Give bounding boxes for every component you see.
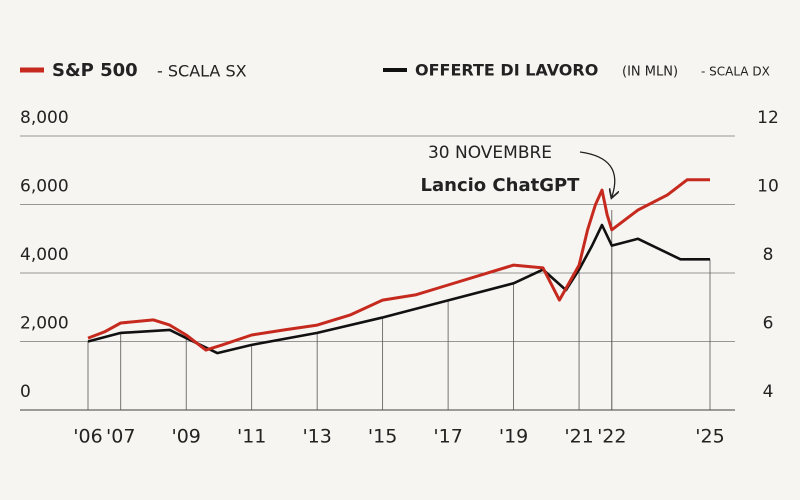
x-tick-label: '25 bbox=[695, 426, 724, 448]
annotation-label: Lancio ChatGPT bbox=[421, 175, 581, 196]
annotation-arrow bbox=[579, 151, 615, 197]
annotation-text: 30 NOVEMBRE bbox=[428, 143, 552, 163]
x-tick-label: '07 bbox=[106, 426, 135, 448]
legend-note: - SCALA DX bbox=[701, 65, 770, 79]
x-tick-label: '06 bbox=[73, 426, 102, 448]
y-tick-label: 8,000 bbox=[20, 108, 69, 128]
x-tick-label: '21 bbox=[564, 426, 593, 448]
y2-tick-label: 8 bbox=[763, 245, 774, 265]
legend-label: OFFERTE DI LAVORO bbox=[415, 61, 598, 80]
x-tick-label: '11 bbox=[237, 426, 266, 448]
x-tick-label: '19 bbox=[499, 426, 528, 448]
x-tick-label: '17 bbox=[433, 426, 462, 448]
y2-tick-label: 4 bbox=[763, 382, 774, 402]
series-line bbox=[87, 178, 710, 352]
x-tick-label: '22 bbox=[597, 426, 626, 448]
y-tick-label: 6,000 bbox=[20, 177, 69, 197]
y2-tick-label: 10 bbox=[757, 177, 779, 197]
series-line bbox=[87, 223, 710, 355]
y-tick-label: 2,000 bbox=[20, 314, 69, 334]
x-tick-label: '09 bbox=[172, 426, 201, 448]
y2-tick-label: 6 bbox=[763, 314, 774, 334]
y-tick-label: 4,000 bbox=[20, 245, 69, 265]
legend-unit: (IN MLN) bbox=[622, 65, 678, 80]
legend-label: S&P 500 bbox=[52, 60, 138, 81]
y-tick-label: 0 bbox=[20, 382, 31, 402]
legend-note: - SCALA SX bbox=[157, 62, 247, 81]
x-tick-label: '15 bbox=[368, 426, 397, 448]
y2-tick-label: 12 bbox=[757, 108, 779, 128]
x-tick-label: '13 bbox=[302, 426, 331, 448]
